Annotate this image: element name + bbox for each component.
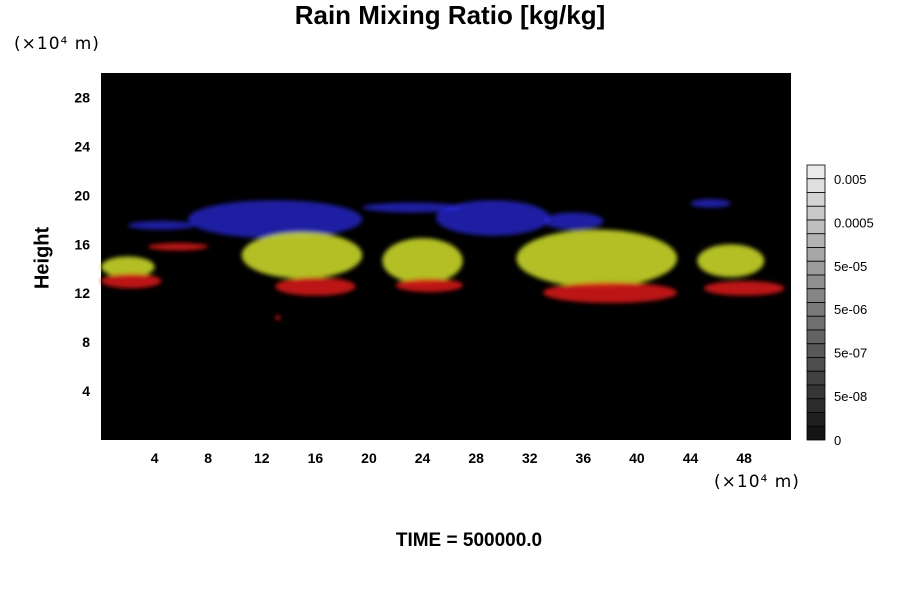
rain-feature-lower: [543, 282, 678, 303]
y-axis-ticks: 4 8 12 16 20 24 28: [74, 89, 90, 399]
colorbar-tick-label: 0.0005: [834, 215, 874, 230]
colorbar-swatch: [806, 274, 826, 290]
x-tick-label: 36: [576, 450, 592, 466]
colorbar-swatch: [806, 260, 826, 276]
rain-feature-lower: [147, 243, 209, 251]
rain-feature-middle: [382, 238, 463, 284]
colorbar-swatch: [806, 384, 826, 400]
rain-feature-upper: [188, 200, 363, 239]
rain-feature-lower: [275, 315, 281, 321]
rain-feature-upper: [690, 199, 731, 208]
colorbar-swatch: [806, 329, 826, 345]
rain-feature-middle: [241, 232, 363, 279]
y-tick-label: 16: [74, 236, 90, 252]
rain-feature-upper: [543, 212, 604, 230]
colorbar-tick-label: 5e-05: [834, 259, 867, 274]
colorbar-swatch: [806, 315, 826, 331]
colorbar-swatch: [806, 370, 826, 386]
time-label: TIME = 500000.0: [395, 530, 543, 551]
rain-feature-upper: [127, 221, 195, 230]
x-tick-label: 8: [204, 450, 212, 466]
colorbar-tick-label: 0.005: [834, 172, 867, 187]
x-axis-ticks: 4 8 12 16 20 24 28 32 36 40 44 48: [151, 450, 752, 466]
colorbar-swatch: [806, 205, 826, 221]
colorbar-swatch: [806, 398, 826, 413]
rain-feature-middle: [516, 229, 678, 288]
x-tick-label: 28: [468, 450, 484, 466]
y-tick-label: 20: [74, 187, 90, 203]
x-tick-label: 12: [254, 450, 270, 466]
x-tick-label: 20: [361, 450, 377, 466]
rain-feature-lower: [703, 280, 785, 296]
colorbar-tick-label: 5e-08: [834, 389, 867, 404]
colorbar-swatch: [806, 233, 826, 248]
colorbar-swatch: [806, 302, 826, 317]
x-tick-label: 40: [629, 450, 645, 466]
colorbar-tick-label: 5e-06: [834, 302, 867, 317]
colorbar-swatch: [806, 343, 826, 358]
y-tick-label: 8: [82, 334, 90, 350]
colorbar-swatch: [806, 357, 826, 372]
y-tick-label: 4: [82, 383, 90, 399]
y-tick-label: 12: [74, 285, 90, 301]
rain-feature-lower: [275, 277, 356, 296]
rain-feature-lower: [101, 273, 162, 289]
colorbar-swatch: [806, 192, 826, 207]
colorbar-swatch: [806, 178, 826, 193]
colorbar-tick-label: 0: [834, 433, 841, 448]
y-tick-label: 28: [74, 89, 90, 105]
x-tick-label: 24: [415, 450, 431, 466]
rain-feature-lower: [395, 278, 463, 292]
x-tick-label: 48: [736, 450, 752, 466]
x-tick-label: 44: [683, 450, 699, 466]
rain-features: [101, 199, 785, 321]
colorbar-swatch: [806, 219, 826, 235]
colorbar-swatch: [806, 425, 826, 441]
y-axis-unit: (×10⁴ m): [14, 34, 100, 54]
rain-feature-middle: [101, 256, 155, 278]
x-tick-label: 32: [522, 450, 538, 466]
colorbar: 0.005 0.0005 5e-05 5e-06 5e-07 5e-08 0: [806, 164, 874, 448]
x-tick-label: 16: [308, 450, 324, 466]
colorbar-tick-label: 5e-07: [834, 346, 867, 361]
rain-feature-upper: [362, 202, 463, 213]
colorbar-swatch: [806, 412, 826, 427]
rain-feature-upper: [435, 200, 550, 236]
colorbar-swatch: [806, 288, 826, 303]
chart-title: Rain Mixing Ratio [kg/kg]: [294, 0, 606, 30]
colorbar-swatch: [806, 164, 826, 180]
rain-feature-middle: [697, 244, 765, 278]
x-axis-unit: (×10⁴ m): [714, 472, 800, 492]
y-tick-label: 24: [74, 138, 90, 154]
colorbar-swatch: [806, 247, 826, 262]
x-tick-label: 4: [151, 450, 159, 466]
